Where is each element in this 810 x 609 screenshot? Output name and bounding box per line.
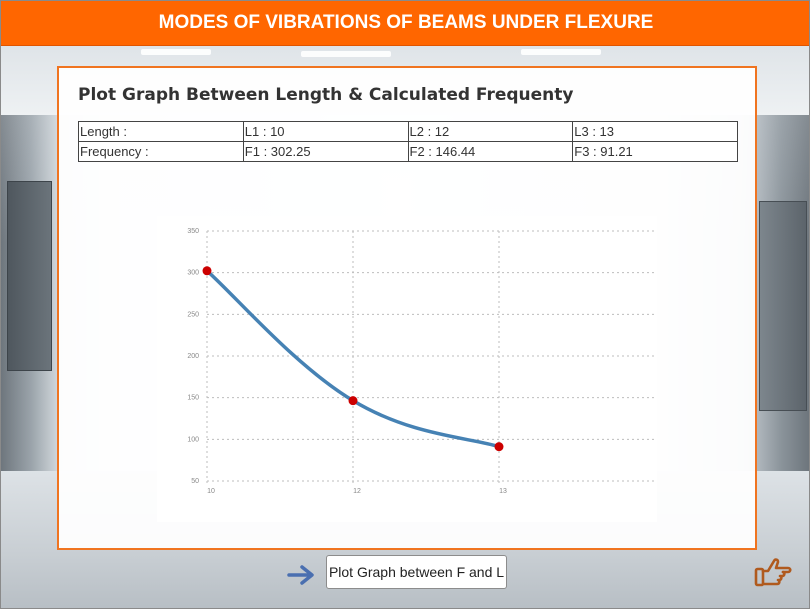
table-cell: F3 : 91.21 [572, 141, 738, 162]
plot-graph-button-label: Plot Graph between F and L [328, 564, 505, 580]
y-tick-label: 100 [187, 436, 199, 443]
data-point [494, 442, 504, 452]
y-tick-label: 50 [191, 478, 199, 485]
panel-title: Plot Graph Between Length & Calculated F… [78, 85, 574, 105]
table-cell: Length : [78, 121, 244, 142]
table-cell: F2 : 146.44 [407, 141, 574, 162]
table-cell: L1 : 10 [242, 121, 409, 142]
data-point [202, 266, 212, 276]
arrow-right-icon [287, 565, 314, 585]
chart-area: 350 300 250 200 150 100 50 10 12 13 [157, 216, 657, 522]
plot-graph-button[interactable]: Plot Graph between F and L [326, 555, 507, 589]
hand-pointing-icon[interactable] [753, 554, 793, 590]
x-tick-label: 12 [353, 488, 361, 495]
background-cabinet [7, 181, 52, 371]
background-light [301, 51, 391, 57]
table-row: Frequency : F1 : 302.25 F2 : 146.44 F3 :… [78, 141, 738, 162]
y-tick-label: 300 [187, 270, 199, 277]
length-frequency-table: Length : L1 : 10 L2 : 12 L3 : 13 Frequen… [78, 121, 738, 162]
y-tick-label: 200 [187, 353, 199, 360]
table-cell: L3 : 13 [572, 121, 738, 142]
x-tick-label: 13 [499, 488, 507, 495]
y-tick-label: 150 [187, 395, 199, 402]
graph-panel: Plot Graph Between Length & Calculated F… [57, 66, 757, 550]
table-row: Length : L1 : 10 L2 : 12 L3 : 13 [78, 121, 738, 142]
background-cabinet [759, 201, 807, 411]
y-tick-label: 250 [187, 311, 199, 318]
y-tick-label: 350 [187, 228, 199, 235]
page-title: MODES OF VIBRATIONS OF BEAMS UNDER FLEXU… [158, 12, 654, 33]
background-light [521, 49, 601, 55]
x-tick-label: 10 [207, 488, 215, 495]
page-header: MODES OF VIBRATIONS OF BEAMS UNDER FLEXU… [1, 1, 809, 46]
line-chart: 350 300 250 200 150 100 50 10 12 13 [187, 228, 657, 495]
table-cell: L2 : 12 [407, 121, 574, 142]
table-cell: F1 : 302.25 [242, 141, 409, 162]
table-cell: Frequency : [78, 141, 244, 162]
data-point [348, 396, 358, 406]
background-light [141, 49, 211, 55]
